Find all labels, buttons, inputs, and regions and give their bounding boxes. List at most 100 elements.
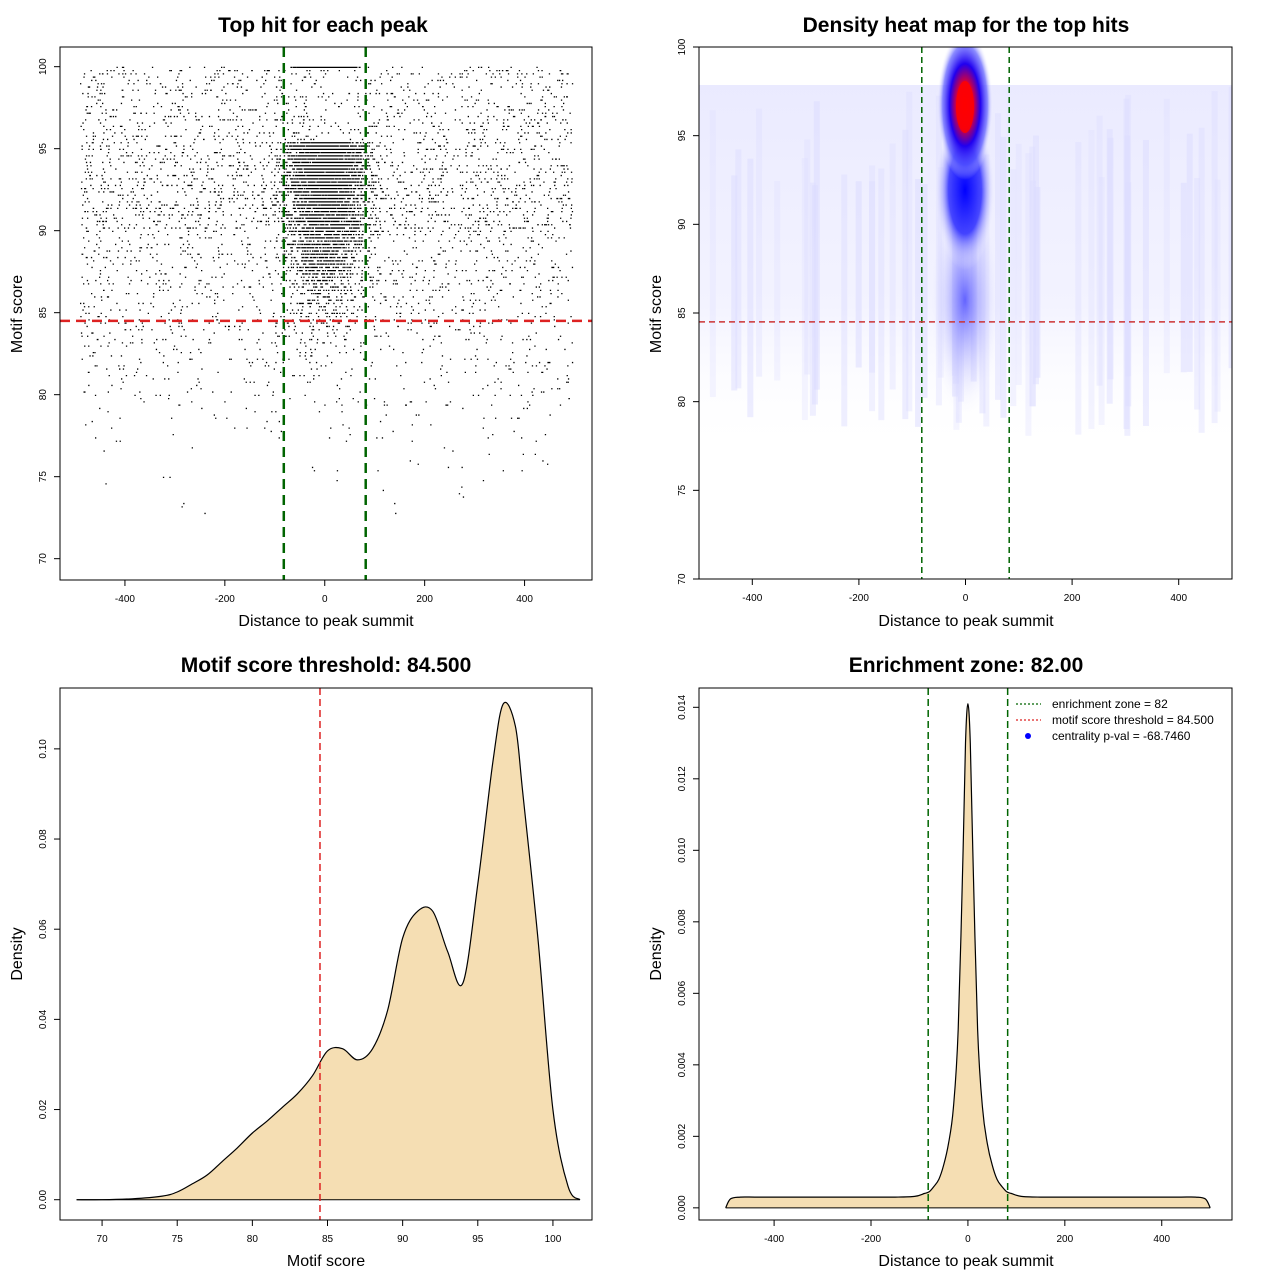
- score-x-tick-label: 70: [97, 1234, 109, 1245]
- dist-x-tick-label: 400: [1153, 1234, 1170, 1245]
- heatmap-x-tick-label: 200: [1064, 593, 1081, 604]
- heatmap-streak: [869, 181, 876, 373]
- dist-y-tick-label: 0.000: [677, 1195, 688, 1220]
- legend-point-marker: [1025, 733, 1031, 739]
- legend-entry-label: motif score threshold = 84.500: [1052, 713, 1214, 727]
- scatter-x-tick-label: 200: [416, 594, 433, 605]
- heatmap-streak: [915, 179, 922, 427]
- legend-entry-label: enrichment zone = 82: [1052, 697, 1168, 711]
- heatmap-streak: [1098, 177, 1105, 425]
- heatmap-streak: [1142, 139, 1149, 426]
- dist-y-tick-label: 0.008: [677, 909, 688, 934]
- score-xlabel: Motif score: [287, 1253, 365, 1270]
- dist-x-tick-label: 200: [1056, 1234, 1073, 1245]
- score-x-tick-label: 95: [472, 1234, 484, 1245]
- dist-x-tick-label: 0: [965, 1234, 971, 1245]
- heatmap-streak: [801, 158, 808, 421]
- heatmap-y-tick-label: 75: [677, 484, 688, 496]
- heatmap-streak: [1186, 133, 1193, 372]
- heatmap-streak: [1029, 180, 1036, 407]
- scatter-lines: [60, 47, 592, 580]
- heatmap-y-tick-label: 85: [677, 307, 688, 319]
- heatmap-streak: [804, 139, 811, 375]
- heatmap-streak: [1194, 178, 1201, 410]
- scatter-y-tick-label: 100: [38, 58, 49, 75]
- heatmap-streak: [1163, 98, 1170, 374]
- heatmap-streak: [1107, 137, 1114, 380]
- heatmap-streak: [756, 108, 763, 377]
- scatter-y-tick-label: 75: [38, 471, 49, 483]
- dist-area-fill: [725, 703, 1211, 1208]
- score-density-curve: [76, 701, 581, 1201]
- scatter-x-tick-label: -200: [215, 594, 235, 605]
- scatter-point-cloud: [80, 66, 574, 515]
- dist-y-tick-label: 0.004: [677, 1052, 688, 1077]
- scatter-y-tick-label: 80: [38, 389, 49, 401]
- heatmap-streak: [1096, 115, 1103, 386]
- heatmap-streak: [709, 110, 716, 398]
- score-x-tick-label: 90: [397, 1234, 409, 1245]
- score-axes: 70 75 80 85 90 95 100 0.00 0.02 0.04 0.06 0.08 0.10: [38, 739, 562, 1245]
- heatmap-y-tick-label: 70: [677, 573, 688, 585]
- heatmap-y-tick-label: 100: [677, 38, 688, 55]
- score-y-tick-label: 0.02: [38, 1099, 49, 1119]
- score-x-tick-label: 75: [172, 1234, 184, 1245]
- score-y-tick-label: 0.10: [38, 739, 49, 759]
- dist-y-tick-label: 0.006: [677, 980, 688, 1005]
- heatmap-peak-core: [956, 81, 974, 133]
- heatmap-streak: [1211, 91, 1218, 424]
- heatmap-streak: [1000, 136, 1007, 418]
- heatmap-streak: [1088, 130, 1095, 429]
- heatmap-streak: [1025, 153, 1032, 436]
- dist-y-tick-label: 0.012: [677, 766, 688, 791]
- distance-xlabel: Distance to peak summit: [878, 1253, 1054, 1270]
- heatmap-streak: [1106, 129, 1113, 404]
- score-y-tick-label: 0.08: [38, 829, 49, 849]
- heatmap-x-tick-label: 400: [1170, 593, 1187, 604]
- score-x-tick-label: 100: [545, 1234, 562, 1245]
- dist-y-tick-label: 0.014: [677, 694, 688, 719]
- heatmap-y-tick-label: 90: [677, 218, 688, 230]
- heatmap-x-tick-label: 0: [963, 593, 969, 604]
- heatmap-streak: [1198, 127, 1205, 433]
- distance-density-panel: -400 -200 0 200 400 0.000 0.002 0.004 0.006 0.008…: [648, 654, 1233, 1270]
- score-y-tick-label: 0.04: [38, 1009, 49, 1029]
- dist-y-tick-label: 0.002: [677, 1123, 688, 1148]
- heatmap-lines: [699, 47, 1232, 579]
- heatmap-image: [699, 47, 1232, 455]
- heatmap-streak: [1123, 98, 1130, 429]
- scatter-x-tick-label: -400: [115, 594, 135, 605]
- distance-density-lines: [927, 688, 1009, 1220]
- heatmap-streak: [878, 168, 885, 421]
- legend-entry-label: centrality p-val = -68.7460: [1052, 729, 1191, 743]
- dist-x-tick-label: -200: [861, 1234, 881, 1245]
- heatmap-streak: [747, 158, 754, 418]
- scatter-y-tick-label: 85: [38, 307, 49, 319]
- scatter-ylabel: Motif score: [9, 275, 26, 353]
- heatmap-streak: [731, 175, 738, 391]
- heatmap-streak: [1125, 94, 1132, 377]
- distance-ylabel: Density: [648, 927, 665, 980]
- heatmap-streak: [1180, 182, 1187, 373]
- heatmap-x-tick-label: -200: [849, 593, 869, 604]
- scatter-x-tick-label: 0: [322, 594, 328, 605]
- scatter-points: [80, 66, 574, 515]
- score-y-tick-label: 0.06: [38, 919, 49, 939]
- heatmap-streak: [869, 165, 876, 412]
- score-density-area: [76, 701, 581, 1201]
- heatmap-streak: [1029, 146, 1036, 407]
- heatmap-streak: [902, 129, 909, 420]
- scatter-axes: -400 -200 0 200 400 70 75 80 85 90 95 100: [38, 58, 533, 605]
- scatter-y-tick-label: 90: [38, 225, 49, 237]
- heatmap-streak: [855, 181, 862, 368]
- heatmap-y-tick-label: 95: [677, 130, 688, 142]
- dist-x-tick-label: -400: [764, 1234, 784, 1245]
- distance-axes: -400 -200 0 200 400 0.000 0.002 0.004 0.006 0.008…: [677, 694, 1171, 1245]
- heatmap-streak: [1214, 179, 1221, 412]
- heatmap-axes: -400 -200 0 200 400 70 75 80 85 90 95 100: [677, 38, 1187, 604]
- heatmap-streak: [1015, 143, 1022, 386]
- score-x-tick-label: 80: [247, 1234, 259, 1245]
- score-title: Motif score threshold: 84.500: [181, 654, 472, 677]
- distance-legend: enrichment zone = 82 motif score threshol…: [1016, 697, 1214, 743]
